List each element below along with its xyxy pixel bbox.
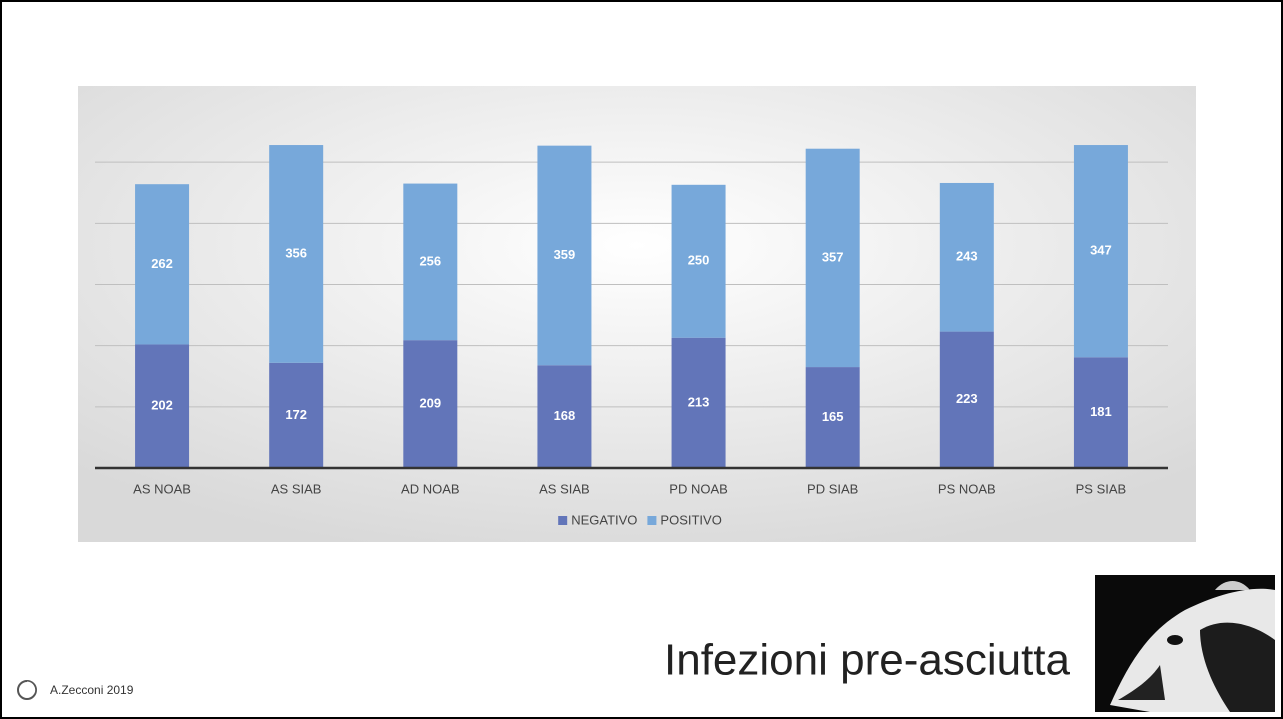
logo xyxy=(17,680,37,700)
data-label: 202 xyxy=(151,398,173,413)
data-label: 172 xyxy=(285,407,307,422)
data-label: 262 xyxy=(151,256,173,271)
bar-segment xyxy=(671,337,726,468)
bar-segment xyxy=(805,367,860,468)
data-label: 223 xyxy=(956,391,978,406)
data-label: 168 xyxy=(554,408,576,423)
x-tick-label: AS SIAB xyxy=(539,481,590,496)
bar-segment xyxy=(403,340,458,468)
legend-swatch xyxy=(558,516,568,525)
bar-segment xyxy=(939,182,994,332)
bar-segment xyxy=(671,184,726,338)
data-label: 213 xyxy=(688,394,710,409)
data-label: 347 xyxy=(1090,243,1112,258)
bar-segment xyxy=(537,365,592,468)
legend-swatch xyxy=(647,516,657,525)
data-label: 165 xyxy=(822,409,844,424)
bar-segment xyxy=(269,362,324,468)
data-label: 250 xyxy=(688,253,710,268)
legend-label: POSITIVO xyxy=(660,512,721,527)
bar-segment xyxy=(805,148,860,368)
bar-segment xyxy=(537,145,592,366)
bar-segment xyxy=(135,184,190,345)
bar-segment xyxy=(939,331,994,468)
data-label: 181 xyxy=(1090,404,1112,419)
data-label: 356 xyxy=(285,245,307,260)
x-tick-label: PD SIAB xyxy=(807,481,858,496)
slide-title: Infezioni pre-asciutta xyxy=(664,636,1071,685)
x-tick-label: AS SIAB xyxy=(271,481,322,496)
bar-segment xyxy=(1073,357,1128,468)
bar-segment xyxy=(403,183,458,341)
data-label: 357 xyxy=(822,249,844,264)
footer: A.Zecconi 2019 xyxy=(50,683,134,697)
bar-segment xyxy=(1073,145,1128,358)
x-tick-label: PD NOAB xyxy=(669,481,728,496)
x-tick-label: AS NOAB xyxy=(133,481,191,496)
legend-label: NEGATIVO xyxy=(571,512,637,527)
x-tick-label: PS NOAB xyxy=(938,481,996,496)
bar-segment xyxy=(269,145,324,363)
cow-image xyxy=(1095,575,1275,712)
data-label: 209 xyxy=(419,396,441,411)
x-tick-label: PS SIAB xyxy=(1076,481,1127,496)
x-tick-label: AD NOAB xyxy=(401,481,460,496)
data-label: 256 xyxy=(419,253,441,268)
bar-segment xyxy=(135,344,190,468)
data-label: 243 xyxy=(956,249,978,264)
data-label: 359 xyxy=(554,247,576,262)
chart-background xyxy=(78,86,1196,542)
